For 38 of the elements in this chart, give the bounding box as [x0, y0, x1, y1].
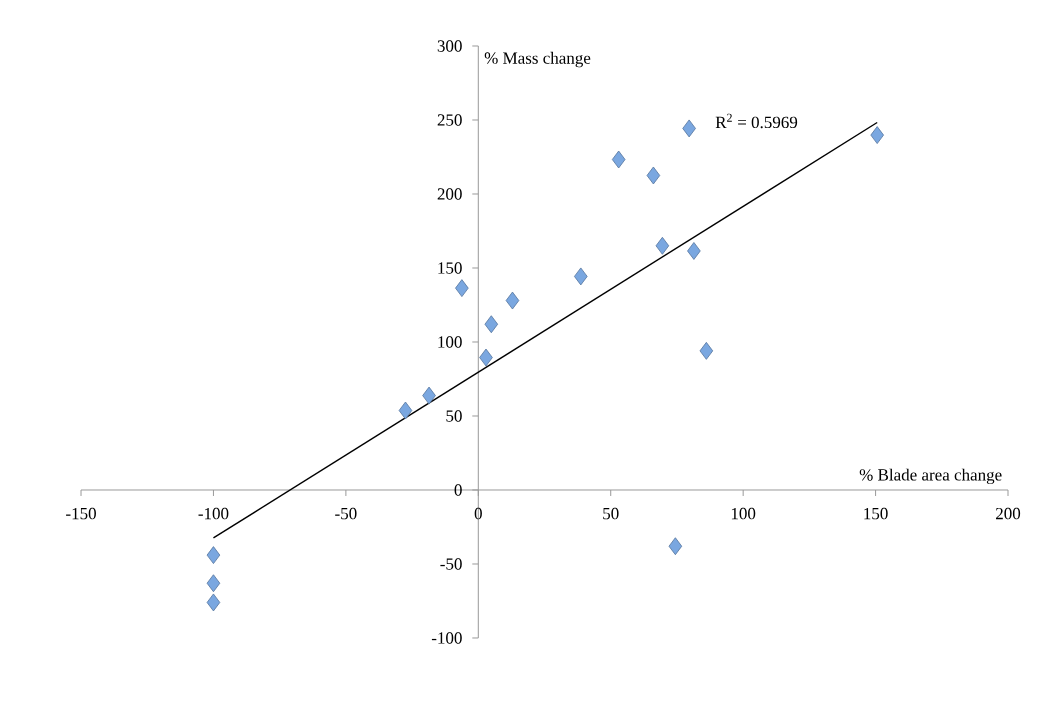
x-tick-label: 0 [474, 507, 482, 520]
x-tick-label: -150 [66, 507, 96, 520]
point [206, 546, 221, 565]
point [574, 267, 588, 286]
y-tick-label: 150 [438, 262, 462, 274]
point [206, 593, 221, 612]
point [655, 236, 670, 255]
point [699, 341, 714, 360]
x-tick-label: 200 [996, 507, 1021, 520]
y-tick-label: 300 [437, 40, 462, 52]
point [682, 119, 696, 138]
point [484, 315, 499, 334]
point [479, 348, 493, 367]
point [398, 401, 413, 420]
point [505, 291, 520, 310]
y-tick-label: 0 [454, 484, 462, 496]
y-tick-label: 100 [438, 336, 462, 348]
x-tick-label: -100 [198, 507, 229, 520]
point [646, 166, 661, 185]
y-tick-label: 250 [437, 114, 462, 126]
x-tick-label: 100 [731, 507, 756, 520]
point [687, 242, 701, 260]
x-tick-label: 150 [864, 507, 888, 520]
x-tick-label: 50 [603, 507, 619, 520]
y-tick-label: 50 [446, 410, 462, 422]
point [870, 126, 884, 144]
point [422, 386, 436, 405]
point [611, 150, 626, 169]
y-axis-title: % Mass change [484, 51, 591, 68]
point [206, 574, 221, 593]
y-tick-label: 200 [437, 188, 462, 200]
y-tick-label: -100 [431, 632, 462, 644]
y-tick-label: -50 [440, 558, 462, 570]
x-axis-title: % Blade area change [859, 468, 1002, 485]
point [455, 279, 469, 298]
x-tick-label: -50 [335, 507, 357, 520]
annotation: R$^{2}$ = 0.5969 [715, 113, 798, 129]
point [668, 537, 683, 556]
